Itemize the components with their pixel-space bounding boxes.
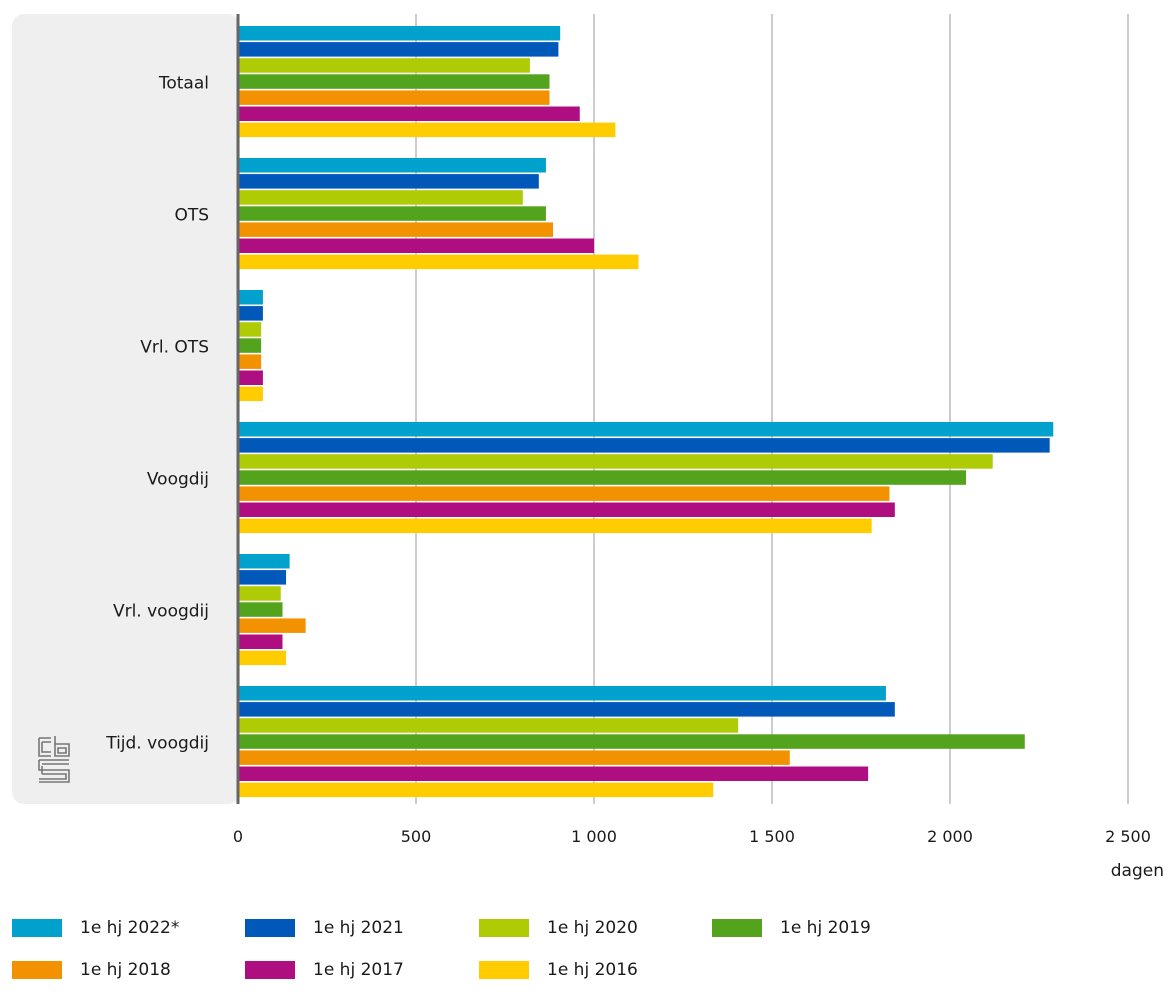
bar — [238, 338, 262, 353]
legend-label: 1e hj 2022* — [80, 918, 180, 938]
legend-item: 1e hj 2018 — [12, 960, 171, 980]
legend-item: 1e hj 2017 — [245, 960, 404, 980]
legend-item: 1e hj 2016 — [479, 960, 638, 980]
bar — [238, 222, 554, 237]
bar — [238, 306, 263, 321]
x-tick-label: 2 000 — [927, 827, 973, 846]
legend-swatch — [12, 919, 62, 937]
category-label: Vrl. OTS — [140, 337, 209, 357]
x-tick-label: 1 500 — [749, 827, 795, 846]
category-label: Voogdij — [147, 469, 209, 489]
bar — [238, 454, 993, 469]
legend-swatch — [479, 919, 529, 937]
x-tick-label: 2 500 — [1105, 827, 1151, 846]
bar — [238, 106, 580, 121]
bar — [238, 238, 594, 253]
bar — [238, 782, 714, 798]
bar — [238, 486, 890, 501]
bar — [238, 554, 290, 569]
bar — [238, 618, 306, 633]
label-panel — [12, 14, 240, 804]
legend-item: 1e hj 2019 — [712, 918, 871, 938]
legend-swatch — [712, 919, 762, 937]
legend-swatch — [479, 961, 529, 979]
bar — [238, 74, 550, 89]
bar-chart: Totaal OTS Vrl. OTS Voogdij Vrl. voogdij Tijd… — [12, 14, 1164, 881]
legend-label: 1e hj 2016 — [547, 960, 638, 980]
bar — [238, 26, 561, 41]
bar — [238, 206, 546, 221]
x-tick-labels: 0 500 1 000 1 500 2 000 2 500 — [233, 827, 1151, 846]
x-tick-label: 0 — [233, 827, 243, 846]
category-label: OTS — [174, 205, 209, 225]
bar — [238, 766, 869, 781]
bar — [238, 718, 739, 733]
legend-label: 1e hj 2017 — [313, 960, 404, 980]
bar — [238, 190, 523, 205]
legend-label: 1e hj 2018 — [80, 960, 171, 980]
bar — [238, 518, 872, 534]
bar — [238, 470, 967, 485]
bar — [238, 122, 616, 138]
bar — [238, 354, 262, 369]
bar — [238, 386, 263, 402]
bar — [238, 322, 262, 337]
category-label: Vrl. voogdij — [113, 601, 209, 621]
bar — [238, 686, 886, 701]
legend-label: 1e hj 2019 — [780, 918, 871, 938]
bar — [238, 750, 790, 765]
bar — [238, 422, 1054, 437]
bar — [238, 650, 287, 666]
legend-item: 1e hj 2022* — [12, 918, 179, 938]
legend-item: 1e hj 2021 — [245, 918, 404, 938]
category-label: Tijd. voogdij — [105, 733, 209, 753]
bar — [238, 502, 895, 517]
bar — [238, 702, 895, 717]
legend-label: 1e hj 2020 — [547, 918, 638, 938]
cbs-logo-icon — [38, 736, 70, 783]
category-label: Totaal — [158, 73, 209, 93]
legend-label: 1e hj 2021 — [313, 918, 404, 938]
bars — [238, 26, 1054, 798]
bar — [238, 254, 639, 270]
legend-swatch — [245, 919, 295, 937]
legend-item: 1e hj 2020 — [479, 918, 638, 938]
bar — [238, 158, 546, 173]
x-axis-unit: dagen — [1111, 861, 1164, 881]
legend-swatch — [12, 961, 62, 979]
bar — [238, 174, 539, 189]
bar — [238, 370, 263, 385]
x-tick-label: 500 — [401, 827, 432, 846]
bar — [238, 90, 550, 105]
bar — [238, 438, 1050, 453]
bar — [238, 634, 283, 649]
bar — [238, 58, 530, 73]
bar — [238, 602, 283, 617]
gridlines — [415, 14, 1129, 804]
bar — [238, 586, 281, 601]
bar — [238, 734, 1025, 749]
bar — [238, 42, 559, 57]
bar — [238, 290, 263, 305]
legend-swatch — [245, 961, 295, 979]
bar — [238, 570, 287, 585]
x-tick-label: 1 000 — [571, 827, 617, 846]
category-labels: Totaal OTS Vrl. OTS Voogdij Vrl. voogdij Tijd… — [105, 73, 209, 753]
